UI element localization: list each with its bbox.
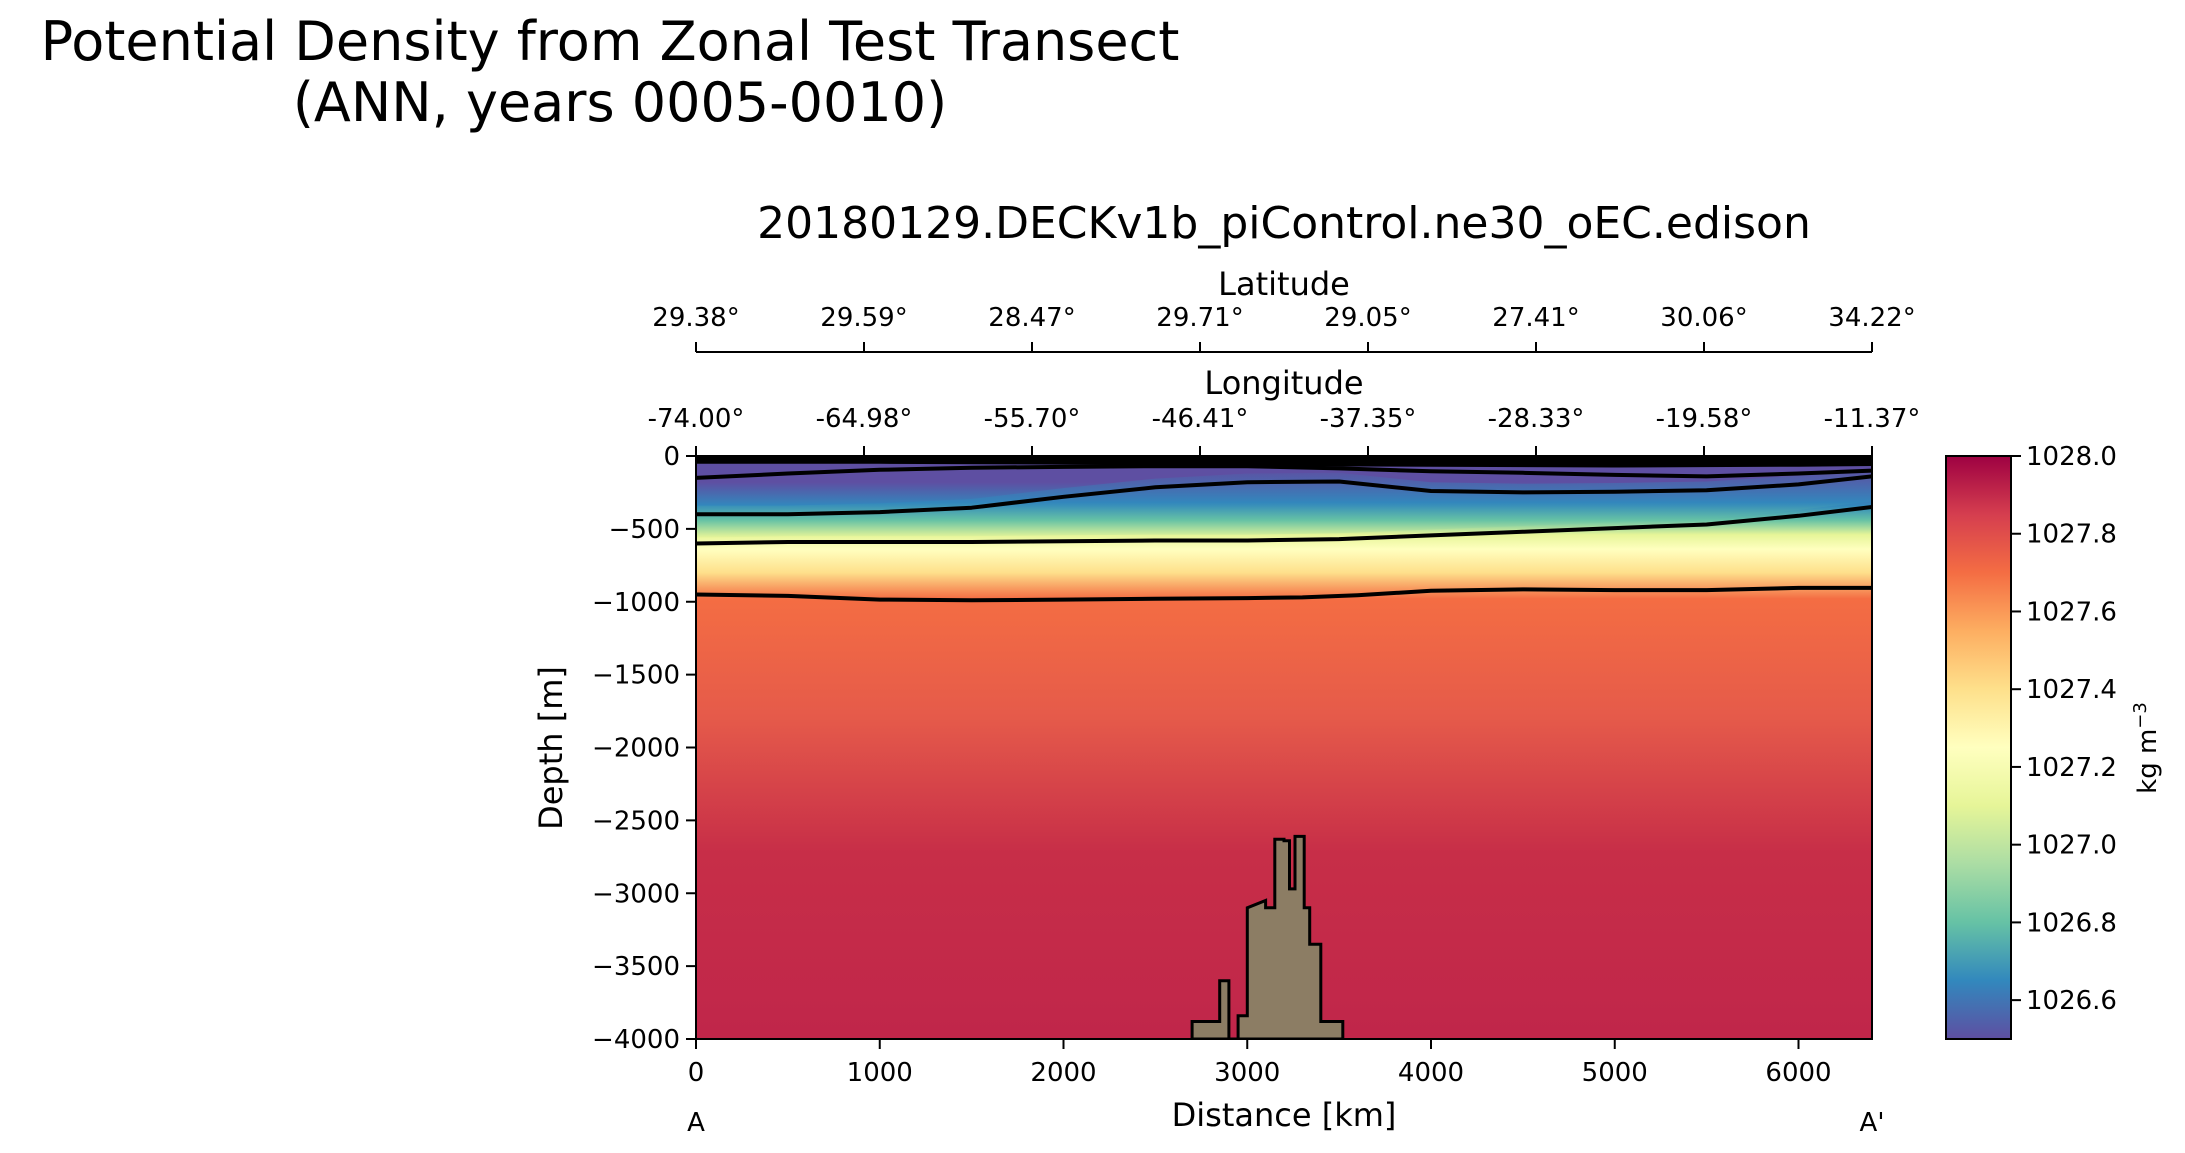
x-tick-label: 1000 bbox=[847, 1058, 913, 1088]
colorbar-tick-label: 1026.8 bbox=[2026, 908, 2117, 938]
contour-surface-1 bbox=[696, 459, 1872, 468]
latitude-tick-label: 29.59° bbox=[820, 303, 907, 333]
latitude-axis: 29.38° 29.59° 28.47° 29.71° 29.05° 27.41° 30.0… bbox=[652, 303, 1916, 352]
section-start-label: A bbox=[687, 1108, 705, 1138]
longitude-tick-label: -37.35° bbox=[1320, 404, 1417, 434]
latitude-tick-label: 27.41° bbox=[1492, 303, 1579, 333]
colorbar-tick-label: 1027.2 bbox=[2026, 753, 2117, 783]
contour-1027.6 bbox=[696, 585, 1872, 603]
figure-suptitle-line-2: (ANN, years 0005-0010) bbox=[293, 71, 947, 134]
x-tick-label: 5000 bbox=[1582, 1058, 1648, 1088]
y-tick-label: −3500 bbox=[592, 952, 680, 982]
section-end-label: A' bbox=[1860, 1108, 1885, 1138]
density-contours bbox=[696, 456, 1872, 603]
y-tick-label: −2500 bbox=[592, 806, 680, 836]
longitude-tick-label: -55.70° bbox=[984, 404, 1081, 434]
figure-suptitle-line-1: Potential Density from Zonal Test Transe… bbox=[41, 10, 1180, 73]
latitude-tick-label: 29.05° bbox=[1324, 303, 1411, 333]
y-tick-label: −500 bbox=[609, 515, 680, 545]
colorbar-tick-label: 1028.0 bbox=[2026, 442, 2117, 472]
latitude-tick-label: 29.71° bbox=[1156, 303, 1243, 333]
longitude-tick-label: -11.37° bbox=[1824, 404, 1921, 434]
y-tick-label: 0 bbox=[663, 442, 680, 472]
axes-title: 20180129.DECKv1b_piControl.ne30_oEC.edis… bbox=[757, 198, 1811, 249]
longitude-tick-label: -28.33° bbox=[1488, 404, 1585, 434]
longitude-tick-label: -74.00° bbox=[648, 404, 745, 434]
longitude-tick-label: -46.41° bbox=[1152, 404, 1249, 434]
contour-1027.2 bbox=[696, 505, 1872, 546]
colorbar-label-exponent: −3 bbox=[2130, 702, 2151, 729]
y-tick-label: −1000 bbox=[592, 588, 680, 618]
x-tick-label: 6000 bbox=[1765, 1058, 1831, 1088]
colorbar-tick-label: 1027.0 bbox=[2026, 831, 2117, 861]
latitude-tick-label: 29.38° bbox=[652, 303, 739, 333]
longitude-tick-label: -64.98° bbox=[816, 404, 913, 434]
colorbar-ticks: 1026.6 1026.8 1027.0 1027.2 1027.4 1027.6 1027… bbox=[2011, 442, 2117, 1016]
latitude-tick-label: 28.47° bbox=[988, 303, 1075, 333]
latitude-tick-label: 34.22° bbox=[1828, 303, 1915, 333]
x-tick-label: 0 bbox=[688, 1058, 705, 1088]
y-axis: 0 −500 −1000 −1500 −2000 −2500 −3000 −3500 −4000 bbox=[592, 442, 696, 1055]
x-axis-label: Distance [km] bbox=[1172, 1096, 1397, 1134]
x-tick-label: 4000 bbox=[1398, 1058, 1464, 1088]
y-tick-label: −4000 bbox=[592, 1025, 680, 1055]
colorbar-tick-label: 1027.4 bbox=[2026, 675, 2117, 705]
x-tick-label: 2000 bbox=[1030, 1058, 1096, 1088]
contour-1026.8 bbox=[696, 474, 1872, 517]
colorbar-label: kg m−3 bbox=[2130, 702, 2163, 794]
x-tick-label: 3000 bbox=[1214, 1058, 1280, 1088]
y-tick-label: −3000 bbox=[592, 879, 680, 909]
colorbar bbox=[1945, 455, 2012, 1040]
contour-1026.6 bbox=[696, 464, 1872, 480]
plot-area bbox=[696, 456, 1872, 1039]
seafloor-topography bbox=[1190, 834, 1345, 1039]
contour-surface-band bbox=[696, 456, 1872, 461]
longitude-axis-label: Longitude bbox=[1204, 364, 1363, 402]
longitude-axis: -74.00° -64.98° -55.70° -46.41° -37.35° -28.3… bbox=[648, 404, 1921, 456]
colorbar-tick-label: 1027.6 bbox=[2026, 597, 2117, 627]
y-axis-label: Depth [m] bbox=[532, 666, 570, 830]
latitude-axis-label: Latitude bbox=[1218, 265, 1350, 303]
latitude-tick-label: 30.06° bbox=[1660, 303, 1747, 333]
y-tick-label: −1500 bbox=[592, 661, 680, 691]
colorbar-tick-label: 1027.8 bbox=[2026, 520, 2117, 550]
y-tick-label: −2000 bbox=[592, 734, 680, 764]
x-axis: 0 1000 2000 3000 4000 5000 6000 bbox=[688, 1039, 1832, 1088]
colorbar-tick-label: 1026.6 bbox=[2026, 986, 2117, 1016]
longitude-tick-label: -19.58° bbox=[1656, 404, 1753, 434]
density-shallow-gradient-wedge bbox=[696, 467, 1872, 538]
